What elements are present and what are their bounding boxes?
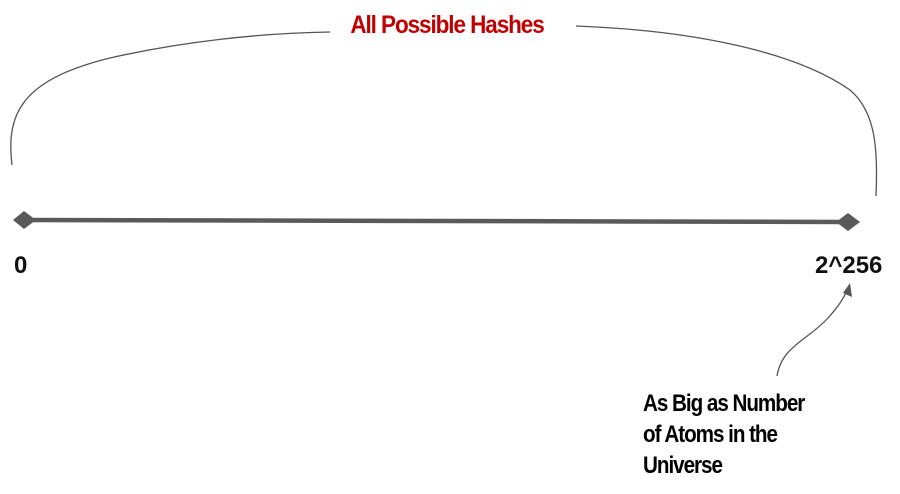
annotation-line: Universe bbox=[643, 452, 723, 479]
number-line bbox=[23, 217, 849, 225]
start-diamond-marker bbox=[13, 211, 36, 229]
range-end-label: 2^256 bbox=[815, 252, 883, 279]
annotation-arrow bbox=[776, 289, 848, 377]
end-diamond-marker bbox=[836, 213, 860, 231]
brace-arc-right bbox=[575, 25, 878, 197]
annotation-line: of Atoms in the bbox=[643, 421, 778, 448]
brace-arc-left bbox=[10, 31, 331, 166]
annotation-line: As Big as Number bbox=[643, 390, 805, 417]
annotation-text: As Big as Number of Atoms in the Univers… bbox=[643, 388, 849, 481]
annotation-arrowhead bbox=[843, 283, 852, 297]
diagram-title: All Possible Hashes bbox=[347, 10, 547, 40]
range-start-label: 0 bbox=[14, 252, 28, 279]
